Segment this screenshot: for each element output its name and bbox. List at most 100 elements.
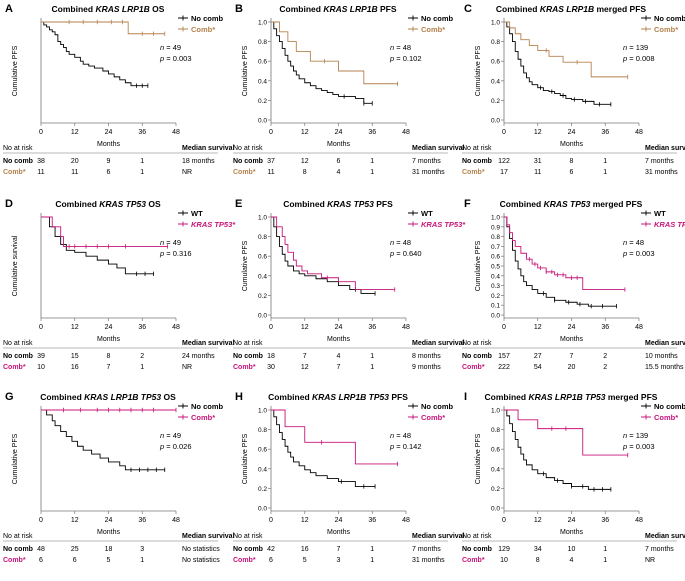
stat-p-value: = 0.316 (164, 249, 191, 258)
risk-count: 4 (570, 557, 574, 564)
risk-count: 31 (534, 158, 542, 165)
title-gene: KRAS LRP1B TP53 (528, 392, 605, 402)
legend-label: Comb* (191, 413, 215, 422)
stat-p-value: = 0.026 (164, 442, 191, 451)
panel-title: Combined KRAS TP53 OS (55, 199, 161, 209)
x-axis-label: Months (97, 529, 120, 536)
y-tick-label: 0.2 (491, 98, 500, 105)
title-prefix: Combined (268, 392, 312, 402)
y-axis-label: Cumulative PFS (475, 240, 482, 291)
y-tick-label: 0.6 (258, 447, 267, 454)
median-header: Median survival (412, 533, 465, 540)
title-prefix: Combined (485, 392, 529, 402)
y-tick-label: 0.9 (491, 224, 500, 231)
legend-label: Comb* (654, 413, 678, 422)
stat-p-symbol: p (389, 249, 394, 258)
risk-row-label: Comb* (3, 557, 26, 564)
y-tick-label: 1.0 (258, 215, 267, 222)
panel-letter: H (235, 391, 243, 403)
risk-count: 4 (337, 353, 341, 360)
x-tick-label: 36 (601, 129, 609, 136)
title-gene: KRAS TP53 (544, 199, 591, 209)
median-header: Median survival (645, 533, 685, 540)
risk-count: 11 (267, 169, 274, 176)
risk-count: 20 (71, 158, 79, 165)
risk-count: 7 (570, 353, 574, 360)
risk-count: 37 (267, 158, 275, 165)
risk-row-label: No comb (462, 158, 492, 165)
median-header: Median survival (412, 340, 465, 347)
title-suffix: OS (146, 199, 161, 209)
km-curve-2 (504, 409, 628, 456)
y-tick-label: 0.5 (491, 264, 500, 271)
y-tick-label: 0.6 (491, 447, 500, 454)
stat-n-symbol: n (160, 238, 164, 247)
risk-count: 6 (337, 158, 341, 165)
y-tick-label: 0.2 (258, 293, 267, 300)
stat-p: p = 0.008 (622, 54, 655, 63)
median-value: NR (182, 364, 192, 371)
y-tick-label: 0.8 (491, 427, 500, 434)
risk-count: 12 (301, 158, 309, 165)
legend-label: No comb (421, 14, 454, 23)
risk-count: 42 (267, 546, 275, 553)
title-suffix: OS (150, 4, 165, 14)
legend-label: Comb* (191, 25, 215, 34)
x-tick-label: 48 (635, 324, 643, 331)
x-tick-label: 0 (502, 517, 506, 524)
stat-p-symbol: p (622, 249, 627, 258)
stat-p-value: = 0.003 (627, 249, 654, 258)
x-tick-label: 0 (39, 129, 43, 136)
risk-count: 39 (37, 353, 45, 360)
median-header: Median survival (182, 145, 235, 152)
stat-p-value: = 0.640 (394, 249, 421, 258)
risk-row-label: No comb (3, 353, 33, 360)
median-value: 24 months (182, 353, 215, 360)
risk-count: 4 (337, 169, 341, 176)
risk-count: 2 (140, 353, 144, 360)
risk-count: 8 (107, 353, 111, 360)
risk-count: 6 (39, 557, 43, 564)
risk-count: 1 (603, 546, 607, 553)
stat-n-value: = 48 (394, 431, 411, 440)
x-tick-label: 36 (138, 517, 146, 524)
title-suffix: merged PFS (605, 392, 657, 402)
y-axis-label: Cumulative PFS (242, 433, 249, 484)
panel-f: F Combined KRAS TP53 merged PFS 0.0 0.1 0.2 0… (462, 198, 685, 371)
x-tick-label: 36 (368, 129, 376, 136)
risk-count: 7 (337, 546, 341, 553)
title-suffix: PFS (374, 199, 393, 209)
risk-row-label: Comb* (462, 557, 485, 564)
panel-title: Combined KRAS TP53 PFS (283, 199, 393, 209)
median-value: 8 months (412, 353, 441, 360)
stat-n-value: = 139 (627, 43, 648, 52)
y-tick-label: 0.4 (491, 466, 500, 473)
panel-title: Combined KRAS LRP1B TP53 PFS (268, 392, 408, 402)
risk-count: 1 (370, 546, 374, 553)
risk-count: 54 (534, 364, 542, 371)
median-header: Median survival (412, 145, 465, 152)
risk-row-label: Comb* (233, 557, 256, 564)
x-axis-label: Months (560, 336, 583, 343)
km-curve-1 (271, 21, 373, 104)
median-value: 31 months (412, 557, 445, 564)
y-axis-label: Cumulative PFS (242, 240, 249, 291)
title-suffix: OS (161, 392, 176, 402)
stat-p-value: = 0.102 (394, 54, 421, 63)
risk-header: No at risk (462, 340, 492, 347)
y-tick-label: 1.0 (258, 20, 267, 27)
x-tick-label: 0 (269, 129, 273, 136)
risk-row-label: No comb (233, 158, 263, 165)
x-axis-label: Months (327, 336, 350, 343)
y-tick-label: 0.4 (258, 273, 267, 280)
x-tick-label: 0 (269, 517, 273, 524)
median-value: 9 months (412, 364, 441, 371)
x-tick-label: 12 (534, 324, 542, 331)
x-tick-label: 24 (335, 129, 343, 136)
risk-row-label: No comb (3, 158, 33, 165)
y-tick-label: 0.0 (258, 118, 267, 125)
km-curve-2 (504, 21, 628, 78)
title-gene: KRAS LRP1B TP53 (312, 392, 389, 402)
y-tick-label: 0.2 (491, 486, 500, 493)
